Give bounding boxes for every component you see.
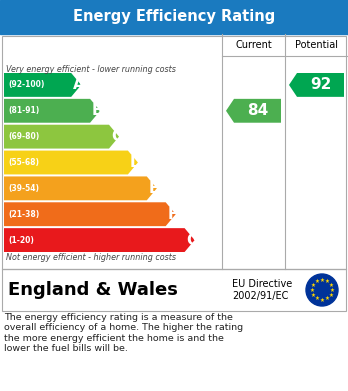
Text: G: G bbox=[187, 233, 199, 248]
Text: (81-91): (81-91) bbox=[8, 106, 39, 115]
Text: 92: 92 bbox=[310, 77, 331, 92]
Text: E: E bbox=[149, 181, 159, 196]
Polygon shape bbox=[4, 228, 195, 252]
Text: (21-38): (21-38) bbox=[8, 210, 39, 219]
Text: ★: ★ bbox=[325, 296, 330, 301]
Text: (92-100): (92-100) bbox=[8, 81, 45, 90]
Text: ★: ★ bbox=[315, 296, 319, 301]
Polygon shape bbox=[4, 151, 138, 174]
Text: Energy Efficiency Rating: Energy Efficiency Rating bbox=[73, 9, 275, 25]
Text: F: F bbox=[168, 207, 178, 222]
Text: D: D bbox=[130, 155, 143, 170]
Bar bbox=[2, 36, 346, 269]
Text: Very energy efficient - lower running costs: Very energy efficient - lower running co… bbox=[6, 65, 176, 74]
Text: ★: ★ bbox=[310, 287, 315, 292]
Polygon shape bbox=[4, 99, 100, 123]
Polygon shape bbox=[4, 202, 176, 226]
Text: Current: Current bbox=[235, 40, 272, 50]
Text: The energy efficiency rating is a measure of the
overall efficiency of a home. T: The energy efficiency rating is a measur… bbox=[4, 313, 243, 353]
Polygon shape bbox=[289, 73, 344, 97]
Text: ★: ★ bbox=[330, 287, 334, 292]
Polygon shape bbox=[4, 125, 119, 149]
Text: 84: 84 bbox=[247, 103, 268, 118]
Text: Not energy efficient - higher running costs: Not energy efficient - higher running co… bbox=[6, 253, 176, 262]
Text: (55-68): (55-68) bbox=[8, 158, 39, 167]
Text: ★: ★ bbox=[311, 292, 316, 298]
Text: ★: ★ bbox=[319, 298, 324, 303]
Polygon shape bbox=[226, 99, 281, 123]
Text: EU Directive
2002/91/EC: EU Directive 2002/91/EC bbox=[232, 279, 292, 301]
Text: England & Wales: England & Wales bbox=[8, 281, 178, 299]
Text: ★: ★ bbox=[325, 279, 330, 284]
Ellipse shape bbox=[306, 274, 338, 306]
Text: ★: ★ bbox=[315, 279, 319, 284]
Text: B: B bbox=[92, 103, 104, 118]
Bar bbox=[2, 269, 346, 311]
Polygon shape bbox=[4, 176, 157, 200]
Text: A: A bbox=[73, 77, 85, 92]
Bar bbox=[0, 34, 348, 269]
Text: (39-54): (39-54) bbox=[8, 184, 39, 193]
Text: (69-80): (69-80) bbox=[8, 132, 39, 141]
Text: ★: ★ bbox=[319, 278, 324, 283]
Text: (1-20): (1-20) bbox=[8, 235, 34, 245]
Bar bbox=[0, 0, 348, 34]
Text: ★: ★ bbox=[328, 283, 333, 287]
Polygon shape bbox=[4, 73, 81, 97]
Text: C: C bbox=[111, 129, 122, 144]
Text: Potential: Potential bbox=[295, 40, 338, 50]
Text: ★: ★ bbox=[311, 283, 316, 287]
Text: ★: ★ bbox=[328, 292, 333, 298]
